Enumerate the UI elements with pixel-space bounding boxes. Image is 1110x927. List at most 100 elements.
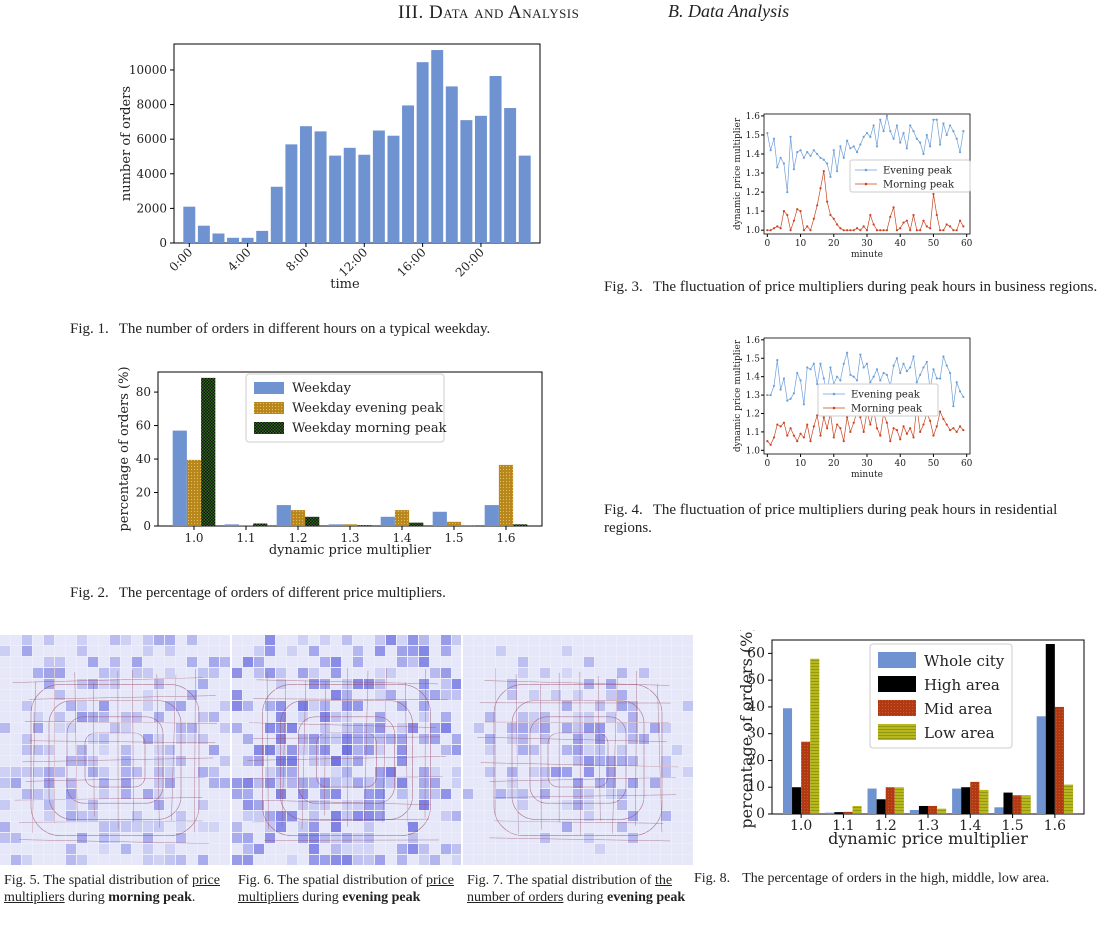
map7-cell [584, 800, 594, 810]
fig3-point-morning-peak [796, 208, 799, 211]
map5-cell [198, 822, 208, 832]
fig3-xtick-label: 10 [795, 239, 807, 249]
map5-cell [99, 734, 109, 744]
fig3-point-morning-peak [832, 217, 835, 220]
fig2-ylabel: percentage of orders (%) [117, 366, 132, 531]
map6-cell [243, 844, 253, 854]
map7-cell [485, 745, 495, 755]
fig4-point-morning-peak [809, 440, 812, 443]
fig2-legend-label: Weekday evening peak [292, 401, 443, 416]
map6-cell [397, 701, 407, 711]
map5-cell [11, 833, 21, 843]
map6-cell [298, 745, 308, 755]
fig3-point-evening-peak [912, 130, 915, 133]
map5-cell [143, 701, 153, 711]
map7-cell [584, 723, 594, 733]
fig8-legend-label: High area [924, 676, 1000, 694]
map7-cell [628, 756, 638, 766]
map5-cell [88, 756, 98, 766]
map6-cell [430, 668, 440, 678]
map7-cell [628, 734, 638, 744]
map5-cell [110, 635, 120, 645]
fig4-point-morning-peak [832, 436, 835, 439]
map6-cell [320, 679, 330, 689]
map5-cell [66, 778, 76, 788]
fig8-bar-mid-area-1.4 [970, 781, 980, 814]
map6-cell [375, 668, 385, 678]
map6-cell [353, 778, 363, 788]
fig2-chart: 1.0 1.1 1.2 1.3 1.4 1.5 1.6 0 20 40 60 80 dynamic pr… [117, 366, 543, 558]
map6-cell [419, 657, 429, 667]
map7-cell [540, 767, 550, 777]
map6-cell [309, 646, 319, 656]
map7-cell [573, 723, 583, 733]
fig8-bar-high-area-1.6 [1045, 644, 1055, 814]
map7-cell [518, 723, 528, 733]
fig2-ytick-label: 80 [136, 385, 151, 399]
map6-cell [419, 712, 429, 722]
fig4-point-evening-peak [859, 353, 862, 356]
fig4-point-evening-peak [855, 379, 859, 382]
map6-cell [265, 767, 275, 777]
map6-cell [254, 657, 264, 667]
map5-cell [0, 778, 10, 788]
map7-cell [518, 657, 528, 667]
map7-cell [562, 668, 572, 678]
fig3-legend-label: Morning peak [883, 180, 955, 191]
map6-cell [397, 756, 407, 766]
fig4-point-morning-peak [826, 427, 829, 430]
fig8-bar-mid-area-1.5 [1012, 795, 1022, 814]
fig4-point-morning-peak [842, 440, 845, 443]
fig2-legend-label: Weekday morning peak [292, 421, 447, 436]
fig4-point-morning-peak [786, 434, 789, 437]
map6-cell [320, 789, 330, 799]
map6-cell [276, 723, 286, 733]
fig4-ytick-label: 1.4 [746, 373, 761, 383]
map7-cell [551, 767, 561, 777]
map5-cell [154, 635, 164, 645]
map7-cell [606, 756, 616, 766]
fig4-point-evening-peak [769, 393, 772, 397]
map6-cell [243, 855, 253, 865]
map5-cell [77, 646, 87, 656]
fig2-bar-weekday-1.5 [432, 511, 447, 526]
fig3-xtick-label: 0 [764, 239, 770, 249]
fig3-point-morning-peak [806, 225, 809, 228]
fig4-point-evening-peak [962, 395, 965, 399]
map7-cell [529, 690, 539, 700]
fig1-bar-10 [329, 155, 342, 243]
map7-cell [507, 690, 517, 700]
map5-cell [88, 767, 98, 777]
fig4-ytick-label: 1.2 [746, 409, 760, 419]
map5-cell [110, 668, 120, 678]
map6-cell [287, 756, 297, 766]
map6-road [382, 667, 387, 823]
fig4-xtick-label: 10 [795, 459, 807, 469]
fig8-legend-swatch [878, 676, 916, 692]
map6-cell [364, 811, 374, 821]
fig8-ytick-label: 60 [747, 645, 765, 661]
map5-cell [121, 635, 131, 645]
fig3-point-evening-peak [955, 137, 958, 140]
map6-cell [353, 855, 363, 865]
fig4-point-evening-peak [869, 381, 872, 384]
fig4-point-morning-peak [885, 421, 889, 424]
map6-cell [452, 734, 461, 744]
map6-cell [419, 800, 429, 810]
map6-cell [408, 822, 418, 832]
fig4-xtick-label: 20 [828, 459, 840, 469]
map6-cell [276, 811, 286, 821]
map6-cell [265, 811, 275, 821]
fig4-point-evening-peak [772, 384, 776, 387]
map5-cell [176, 822, 186, 832]
map7-cell [606, 690, 616, 700]
fig3-point-evening-peak [809, 154, 812, 158]
map6-cell [430, 723, 440, 733]
fig4-point-morning-peak [879, 434, 882, 437]
map5-cell [99, 701, 109, 711]
fig8-caption: Fig. 8. The percentage of orders in the h… [694, 871, 1050, 886]
fig3-point-evening-peak [802, 156, 805, 159]
map7-cell [650, 723, 660, 733]
map5-cell [55, 690, 65, 700]
map5-cell [0, 833, 10, 843]
